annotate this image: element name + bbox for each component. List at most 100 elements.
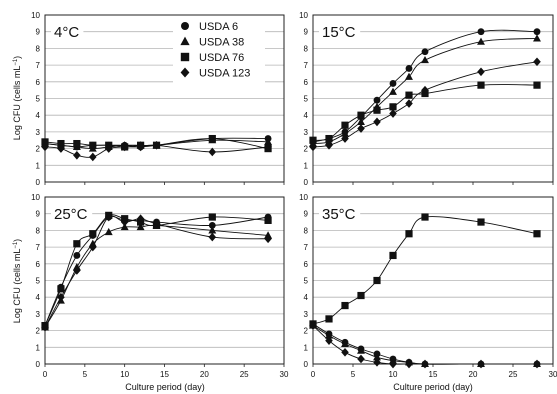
y-tick-label: 2 <box>304 327 309 336</box>
legend-label: USDA 76 <box>199 52 244 64</box>
data-point-usda-123 <box>264 142 272 152</box>
data-point-usda-38 <box>208 226 217 234</box>
y-tick-label: 5 <box>304 277 309 286</box>
panel-label-bg <box>319 205 361 223</box>
y-tick-label: 2 <box>36 327 41 336</box>
data-point-usda-123 <box>421 85 429 95</box>
y-tick-label: 5 <box>36 277 41 286</box>
data-point-usda-38 <box>341 339 349 348</box>
x-axis-label: Culture period (day) <box>125 382 205 392</box>
x-tick-label: 10 <box>120 370 129 379</box>
y-tick-label: 7 <box>36 243 41 252</box>
data-point-usda-76 <box>341 301 349 310</box>
data-point-usda-76 <box>533 230 541 238</box>
x-tick-label: 0 <box>311 370 316 379</box>
data-point-usda-123 <box>477 67 485 77</box>
data-point-usda-76 <box>421 213 429 221</box>
series-line-usda-123 <box>44 144 269 158</box>
x-tick-label: 30 <box>280 370 289 379</box>
y-tick-label: 7 <box>304 243 309 252</box>
data-point-usda-38 <box>405 72 413 80</box>
data-point-usda-76 <box>389 251 397 260</box>
data-point-usda-38 <box>120 222 129 231</box>
y-tick-label: 6 <box>304 260 309 269</box>
data-point-usda-38 <box>136 222 145 231</box>
data-point-usda-76 <box>57 285 65 293</box>
data-point-usda-123 <box>120 217 129 227</box>
data-point-usda-123 <box>152 219 161 229</box>
y-tick-label: 4 <box>304 111 309 120</box>
data-point-usda-123 <box>152 140 161 150</box>
data-point-usda-123 <box>208 147 217 157</box>
y-tick-label: 2 <box>36 145 41 154</box>
y-tick-label: 5 <box>304 95 309 104</box>
panel-label: 4°C <box>54 24 79 41</box>
panel-label-bg <box>51 205 93 223</box>
y-tick-label: 8 <box>36 44 41 53</box>
data-point-usda-123 <box>264 234 272 244</box>
data-point-usda-123 <box>341 347 349 357</box>
y-tick-label: 6 <box>304 78 309 87</box>
data-point-usda-76 <box>309 136 317 144</box>
data-point-usda-123 <box>373 117 381 127</box>
legend-label: USDA 6 <box>199 21 238 33</box>
x-tick-label: 15 <box>160 370 169 379</box>
y-tick-label: 10 <box>299 11 308 20</box>
y-tick-label: 9 <box>36 28 41 37</box>
data-point-usda-123 <box>421 359 429 369</box>
y-tick-label: 4 <box>36 293 41 302</box>
data-point-usda-76 <box>89 141 97 149</box>
data-point-usda-123 <box>73 266 81 275</box>
legend-marker-triangle <box>180 36 190 46</box>
x-tick-label: 30 <box>549 370 557 379</box>
data-point-usda-38 <box>264 137 273 145</box>
legend-marker-circle <box>181 22 189 30</box>
data-point-usda-76 <box>405 91 413 99</box>
y-tick-label: 4 <box>304 293 309 302</box>
y-tick-label: 4 <box>36 111 41 120</box>
data-point-usda-38 <box>389 87 397 95</box>
data-point-usda-123 <box>325 140 333 150</box>
legend-marker-diamond <box>180 67 190 78</box>
data-point-usda-123 <box>73 150 81 160</box>
data-point-usda-76 <box>57 139 65 148</box>
y-tick-label: 0 <box>304 360 309 369</box>
data-point-usda-123 <box>120 142 129 152</box>
panel-label: 15°C <box>322 24 356 41</box>
series-line-usda-123 <box>312 61 538 148</box>
data-point-usda-123 <box>405 99 413 108</box>
data-point-usda-123 <box>533 57 541 67</box>
legend-marker-square <box>180 52 190 62</box>
data-point-usda-76 <box>325 315 333 323</box>
data-point-usda-123 <box>104 144 113 153</box>
data-point-usda-6 <box>533 28 541 36</box>
series-line-usda-123 <box>312 325 538 365</box>
data-point-usda-38 <box>325 331 333 339</box>
series-line-usda-76 <box>44 138 269 150</box>
data-point-usda-123 <box>208 232 217 242</box>
data-point-usda-123 <box>389 109 397 118</box>
y-tick-label: 0 <box>304 178 309 187</box>
data-point-usda-76 <box>73 240 81 248</box>
y-tick-label: 8 <box>304 44 309 53</box>
data-point-usda-123 <box>533 359 541 369</box>
data-point-usda-6 <box>389 80 397 87</box>
data-point-usda-123 <box>405 359 413 369</box>
data-point-usda-38 <box>373 353 381 361</box>
y-tick-label: 3 <box>36 310 41 319</box>
panel-label: 35°C <box>322 206 356 223</box>
data-point-usda-123 <box>89 152 97 162</box>
data-point-usda-76 <box>341 121 349 129</box>
data-point-usda-123 <box>136 142 145 152</box>
data-point-usda-76 <box>264 216 272 224</box>
x-tick-label: 25 <box>240 370 249 379</box>
y-tick-label: 6 <box>36 78 41 87</box>
x-tick-label: 20 <box>200 370 209 379</box>
y-tick-label: 0 <box>36 360 41 369</box>
data-point-usda-38 <box>104 227 113 236</box>
x-tick-label: 5 <box>351 370 356 379</box>
data-point-usda-123 <box>389 359 397 369</box>
series-line-usda-6 <box>312 29 538 143</box>
y-tick-label: 10 <box>299 193 308 202</box>
data-point-usda-123 <box>373 358 381 367</box>
